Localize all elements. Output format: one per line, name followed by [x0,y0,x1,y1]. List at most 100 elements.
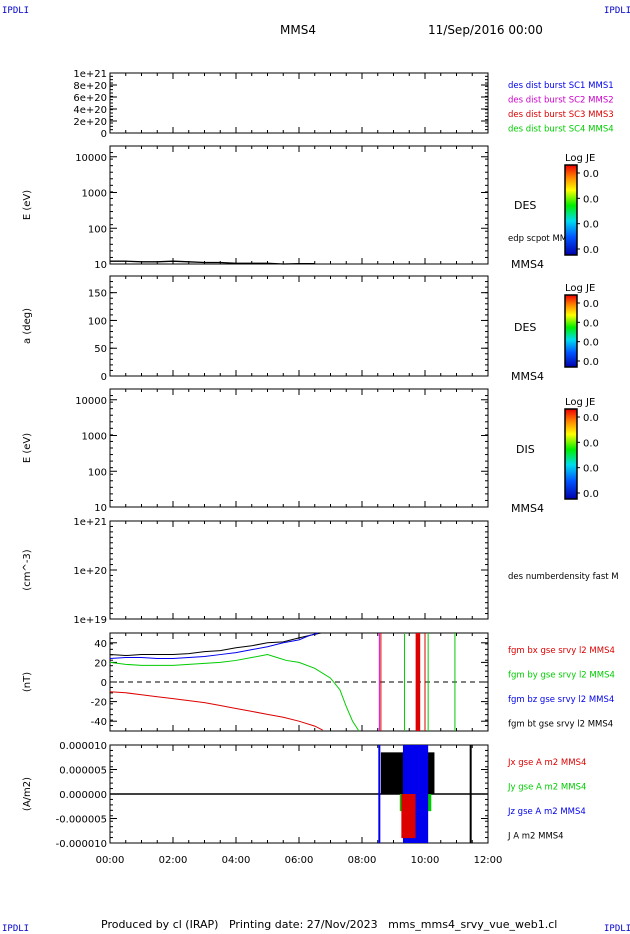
x-tick-label: 10:00 [411,855,440,866]
y-tick-label: 10000 [75,153,107,164]
y-tick-label: 0.000000 [59,790,107,801]
panel-bottom-label: MMS4 [511,502,544,515]
panel-frame [109,520,489,620]
colorbar-tick-label: 0.0 [583,338,599,349]
panel-bottom-label: MMS4 [511,370,544,383]
panel-frame [109,145,489,265]
colorbar-tick-label: 0.0 [583,438,599,449]
colorbar-label: Log JE [565,283,595,294]
y-tick-label: 1000 [82,189,107,200]
y-axis-label: (nT) [22,672,33,692]
y-tick-label: 1e+19 [73,615,107,626]
colorbar [564,294,578,368]
y-tick-label: -40 [91,717,107,728]
y-axis-label: a (deg) [22,308,33,344]
legend-entry: Jz gse A m2 MMS4 [507,807,586,817]
x-tick-label: 08:00 [348,855,377,866]
y-tick-label: 0 [101,372,107,383]
legend-entry: Jy gse A m2 MMS4 [507,783,586,793]
corner-label-top-left: IPDLI [2,6,30,16]
y-tick-label: 1e+21 [73,517,107,528]
y-tick-label: 40 [94,639,107,650]
colorbar [564,164,578,256]
colorbar-tick-label: 0.0 [583,169,599,180]
panel-species-label: DES [514,199,536,212]
series-line [109,691,323,731]
colorbar-tick-label: 0.0 [583,220,599,231]
legend-entry: des dist burst SC3 MMS3 [508,110,614,120]
x-tick-label: 00:00 [96,855,125,866]
legend-entry: des dist burst SC1 MMS1 [508,81,614,91]
colorbar [564,408,578,500]
panel-frame [109,388,489,508]
y-tick-label: 0.000010 [59,741,107,752]
legend-entry: des dist burst SC4 MMS4 [508,125,614,135]
panel-sublabel: edp scpot MMS4 [508,234,578,244]
footer-text: Produced by cl (IRAP) Printing date: 27/… [101,918,558,931]
y-tick-label: 0.000005 [59,766,107,777]
colorbar-tick-label: 0.0 [583,413,599,424]
legend-entry: fgm bx gse srvy l2 MMS4 [508,646,615,656]
y-tick-label: 0 [101,678,107,689]
datetime-title: 11/Sep/2016 00:00 [428,23,543,37]
y-tick-label: 20 [94,658,107,669]
y-tick-label: 0 [101,129,107,140]
corner-label-top-right: IPDLI [604,6,630,16]
y-tick-label: 50 [94,344,107,355]
y-tick-label: 6e+20 [73,93,107,104]
colorbar-label: Log JE [565,397,595,408]
y-tick-label: 10 [94,260,107,271]
y-tick-label: 100 [88,467,107,478]
x-tick-label: 04:00 [222,855,251,866]
y-tick-label: 100 [88,224,107,235]
y-tick-label: -0.000010 [56,839,107,850]
panel-frame [109,275,489,377]
y-tick-label: 2e+20 [73,117,107,128]
colorbar-tick-label: 0.0 [583,464,599,475]
legend-entry: fgm by gse srvy l2 MMS4 [508,671,615,681]
series-line [109,632,319,659]
jx-fill [401,794,416,839]
colorbar-tick-label: 0.0 [583,489,599,500]
panel-bottom-label: MMS4 [511,258,544,271]
y-axis-label: E (eV) [22,433,33,463]
panel-species-label: DIS [516,443,535,456]
panel-frame [109,72,489,134]
x-tick-label: 06:00 [285,855,314,866]
series-line [109,654,360,732]
legend-entry: des dist burst SC2 MMS2 [508,96,614,106]
legend-entry: fgm bz gse srvy l2 MMS4 [508,695,614,705]
scpot-line [110,260,315,265]
colorbar-tick-label: 0.0 [583,299,599,310]
y-axis-label: (cm^-3) [22,549,33,590]
y-tick-label: 1e+20 [73,566,107,577]
panel-species-label: DES [514,321,536,334]
x-tick-label: 12:00 [474,855,503,866]
y-tick-label: 10 [94,503,107,514]
y-tick-label: 10000 [75,396,107,407]
y-tick-label: 8e+20 [73,81,107,92]
y-tick-label: 1e+21 [73,69,107,80]
y-tick-label: 1000 [82,432,107,443]
legend-entry: fgm bt gse srvy l2 MMS4 [508,720,613,730]
colorbar-tick-label: 0.0 [583,318,599,329]
legend-entry: Jx gse A m2 MMS4 [507,758,586,768]
legend-entry: des numberdensity fast M [508,572,619,582]
y-tick-label: -0.000005 [56,815,107,826]
y-tick-label: 150 [88,289,107,300]
colorbar-label: Log JE [565,153,595,164]
series-line [109,632,322,657]
y-tick-label: -20 [91,698,107,709]
y-tick-label: 100 [88,316,107,327]
corner-label-bottom-left: IPDLI [2,924,30,934]
spacecraft-title: MMS4 [280,23,316,37]
corner-label-bottom-right: IPDLI [604,924,630,934]
y-tick-label: 4e+20 [73,105,107,116]
colorbar-tick-label: 0.0 [583,245,599,256]
legend-entry: J A m2 MMS4 [507,832,564,842]
colorbar-tick-label: 0.0 [583,194,599,205]
x-tick-label: 02:00 [159,855,188,866]
y-axis-label: (A/m2) [22,777,33,811]
colorbar-tick-label: 0.0 [583,357,599,368]
